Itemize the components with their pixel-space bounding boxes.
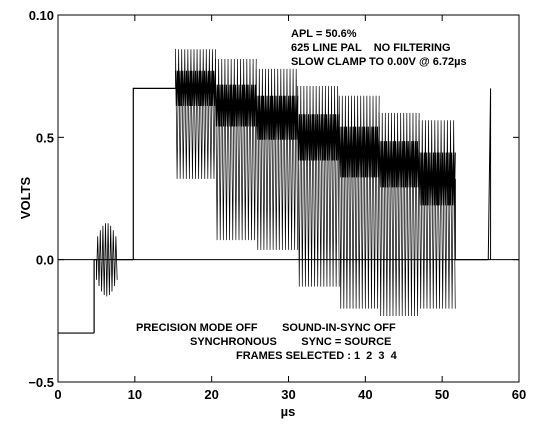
annotation-sync: SYNCHRONOUS SYNC = SOURCE <box>190 336 391 348</box>
annotation-clamp: SLOW CLAMP TO 0.00V @ 6.72µs <box>291 56 467 68</box>
y-tick: −0.5 <box>28 375 519 390</box>
waveform-chroma-core <box>297 114 340 161</box>
y-tick-label: 0.5 <box>36 130 54 145</box>
waveform-chroma-band <box>297 85 340 287</box>
waveform-chroma-band <box>215 58 257 241</box>
annotation-apl: APL = 50.6% <box>291 28 357 40</box>
waveform-chroma-band <box>378 112 420 316</box>
x-tick: 50 <box>435 15 449 402</box>
x-tick: 20 <box>204 15 219 402</box>
waveform-chroma-core <box>378 140 420 188</box>
x-tick: 40 <box>358 15 373 402</box>
y-axis-ticks: −0.5 0.0 0.5 0.10 <box>28 8 519 390</box>
waveform-level-segment <box>454 178 489 261</box>
x-tick-label: 30 <box>281 387 295 402</box>
y-tick: 0.0 <box>36 253 519 268</box>
waveform-chroma-band <box>338 95 380 309</box>
waveform-chroma-band <box>255 68 299 250</box>
x-tick: 30 <box>281 15 296 402</box>
x-axis-label: µs <box>281 404 296 419</box>
x-tick: 10 <box>128 15 142 402</box>
annotation-frames: FRAMES SELECTED : 1 2 3 4 <box>236 350 398 362</box>
x-tick-label: 60 <box>512 387 526 402</box>
x-tick: 0 <box>54 15 62 402</box>
annotation-line-standard: 625 LINE PAL NO FILTERING <box>291 42 451 54</box>
x-tick-label: 50 <box>435 387 449 402</box>
waveform-chroma-core <box>255 95 299 140</box>
x-axis-ticks: 0 10 20 30 40 50 60 <box>54 15 526 402</box>
waveform-chroma-core <box>175 69 217 107</box>
x-tick: 60 <box>512 15 526 402</box>
y-tick: 0.10 <box>29 8 519 23</box>
y-tick-label: −0.5 <box>28 375 54 390</box>
waveform-chroma-core <box>338 126 380 178</box>
waveform-level-segment <box>132 87 176 260</box>
waveform-chroma-band <box>175 48 216 179</box>
waveform-chroma-core <box>418 151 456 206</box>
x-tick-label: 20 <box>204 387 218 402</box>
x-tick-label: 40 <box>358 387 372 402</box>
annotation-precision-mode: PRECISION MODE OFF SOUND-IN-SYNC OFF <box>136 322 396 334</box>
waveform-chroma-band <box>418 119 456 309</box>
waveform-level-segment <box>93 259 97 334</box>
x-tick-label: 0 <box>54 387 61 402</box>
y-tick-label: 0.0 <box>36 253 54 268</box>
y-axis-label: VOLTS <box>18 176 33 219</box>
y-tick-label: 0.10 <box>29 8 54 23</box>
waveform-burst <box>96 223 118 297</box>
x-tick-label: 10 <box>128 387 142 402</box>
y-tick: 0.5 <box>36 130 519 145</box>
waveform-chroma-core <box>214 84 257 127</box>
waveform-spike <box>487 88 492 260</box>
waveform-trace <box>58 48 492 334</box>
